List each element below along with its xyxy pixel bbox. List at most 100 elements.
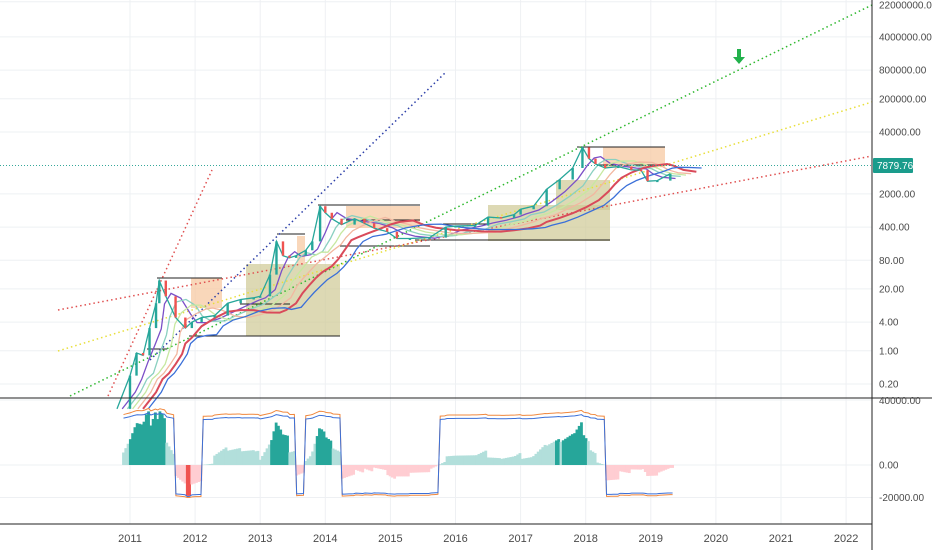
oscillator-bar bbox=[441, 463, 444, 465]
moving-average-line bbox=[137, 161, 692, 410]
price-candle bbox=[656, 180, 659, 183]
current-price-tag: 7879.76 bbox=[873, 158, 914, 174]
oscillator-bar bbox=[596, 462, 599, 465]
price-candle bbox=[594, 158, 597, 164]
price-candle bbox=[519, 209, 522, 215]
time-axis: 2011 2012 2013 2014 2015 2016 2017 2018 2019 2020… bbox=[118, 533, 858, 545]
price-candle bbox=[174, 296, 177, 318]
oscillator-bar bbox=[491, 457, 495, 465]
price-candle bbox=[630, 166, 633, 170]
price-candle bbox=[288, 255, 291, 258]
oscillator-bar bbox=[413, 465, 417, 473]
consolidation-box bbox=[191, 278, 222, 308]
price-candle bbox=[363, 218, 366, 224]
oscillator-bar bbox=[507, 457, 510, 465]
price-candle bbox=[545, 189, 548, 207]
oscillator-bar bbox=[258, 459, 262, 465]
oscillator-bar bbox=[165, 442, 169, 465]
oscillator-bar bbox=[646, 465, 649, 476]
oscillator-bar bbox=[151, 418, 155, 465]
price-candle bbox=[268, 274, 272, 297]
oscillator-bar bbox=[611, 465, 615, 480]
price-candle bbox=[428, 237, 431, 240]
oscillator-bar bbox=[450, 455, 453, 465]
price-candle bbox=[252, 297, 255, 300]
trendline-yellow bbox=[57, 101, 873, 352]
oscillator-bar bbox=[138, 423, 141, 465]
oscillator-bar bbox=[183, 465, 187, 484]
price-axis: 0.20 1.00 4.00 20.00 80.00 400.00 2000.00 40000… bbox=[879, 1, 932, 391]
price-candle bbox=[294, 255, 298, 258]
oscillator-bar bbox=[379, 465, 383, 470]
oscillator-bar bbox=[552, 441, 556, 465]
oscillator-bar bbox=[545, 445, 549, 465]
oscillator-bar bbox=[190, 465, 194, 485]
oscillator-bar bbox=[153, 412, 157, 465]
current-price-label: 7879.76 bbox=[877, 161, 914, 172]
price-candle bbox=[646, 170, 649, 182]
time-tick-label: 2021 bbox=[769, 533, 793, 545]
oscillator-bar bbox=[179, 465, 182, 480]
oscillator-bar bbox=[336, 450, 340, 465]
oscillator-bar bbox=[242, 451, 246, 465]
price-candle bbox=[158, 280, 161, 304]
oscillator-bar bbox=[511, 456, 515, 465]
oscillator-bar bbox=[377, 465, 381, 469]
oscillator-bar bbox=[411, 465, 415, 473]
oscillator-bar bbox=[614, 465, 618, 480]
oscillator-bar bbox=[388, 465, 392, 477]
oscillator-bar bbox=[217, 452, 221, 465]
time-tick-label: 2013 bbox=[248, 533, 272, 545]
oscillator-bar bbox=[652, 465, 656, 476]
price-candle bbox=[604, 163, 607, 168]
oscillator-bar bbox=[662, 465, 665, 471]
oscillator-bar bbox=[637, 465, 640, 470]
oscillator-bar bbox=[400, 465, 403, 477]
oscillator-bar bbox=[279, 429, 283, 465]
oscillator-bar bbox=[623, 465, 627, 473]
consolidation-box bbox=[488, 205, 610, 241]
oscillator-bar bbox=[363, 465, 367, 469]
oscillator-bar bbox=[222, 449, 226, 465]
price-tick-label: 80.00 bbox=[879, 256, 904, 267]
price-tick-label: 2000.00 bbox=[879, 189, 916, 200]
oscillator-bar bbox=[142, 421, 146, 465]
oscillator-bar bbox=[607, 465, 611, 481]
oscillator-bar bbox=[397, 465, 401, 477]
price-tick-label: 4.00 bbox=[879, 318, 899, 329]
oscillator-bar bbox=[593, 453, 597, 465]
oscillator-bar bbox=[402, 465, 406, 477]
oscillator-bar bbox=[174, 465, 178, 477]
oscillator-bar bbox=[468, 455, 472, 465]
oscillator-bar bbox=[302, 465, 305, 473]
oscillator-bar bbox=[306, 458, 310, 465]
oscillator-bar bbox=[475, 455, 479, 465]
oscillator-panel bbox=[122, 407, 675, 498]
price-tick-label: 40000.00 bbox=[879, 128, 921, 139]
oscillator-bar bbox=[231, 449, 235, 465]
oscillator-bar bbox=[144, 414, 148, 465]
price-candle bbox=[395, 231, 399, 239]
oscillator-bar bbox=[502, 458, 506, 465]
oscillator-bar bbox=[329, 440, 333, 465]
oscillator-bar bbox=[536, 451, 540, 465]
oscillator-bar bbox=[251, 450, 255, 465]
oscillator-bar bbox=[254, 451, 258, 465]
oscillator-bar bbox=[657, 465, 661, 473]
oscillator-bar bbox=[570, 434, 574, 465]
oscillator-bar bbox=[272, 431, 276, 465]
oscillator-bar bbox=[568, 435, 572, 465]
oscillator-bar bbox=[618, 465, 622, 472]
oscillator-bar bbox=[131, 433, 135, 465]
oscillator-bar bbox=[459, 455, 463, 465]
oscillator-bar bbox=[393, 465, 397, 479]
oscillator-bar bbox=[621, 465, 624, 472]
oscillator-bar bbox=[290, 451, 294, 465]
price-candle bbox=[148, 328, 151, 356]
price-candle bbox=[184, 317, 187, 329]
oscillator-bar bbox=[345, 465, 349, 478]
oscillator-bar bbox=[370, 465, 374, 472]
oscillator-bar bbox=[600, 463, 604, 465]
time-tick-label: 2012 bbox=[183, 533, 207, 545]
